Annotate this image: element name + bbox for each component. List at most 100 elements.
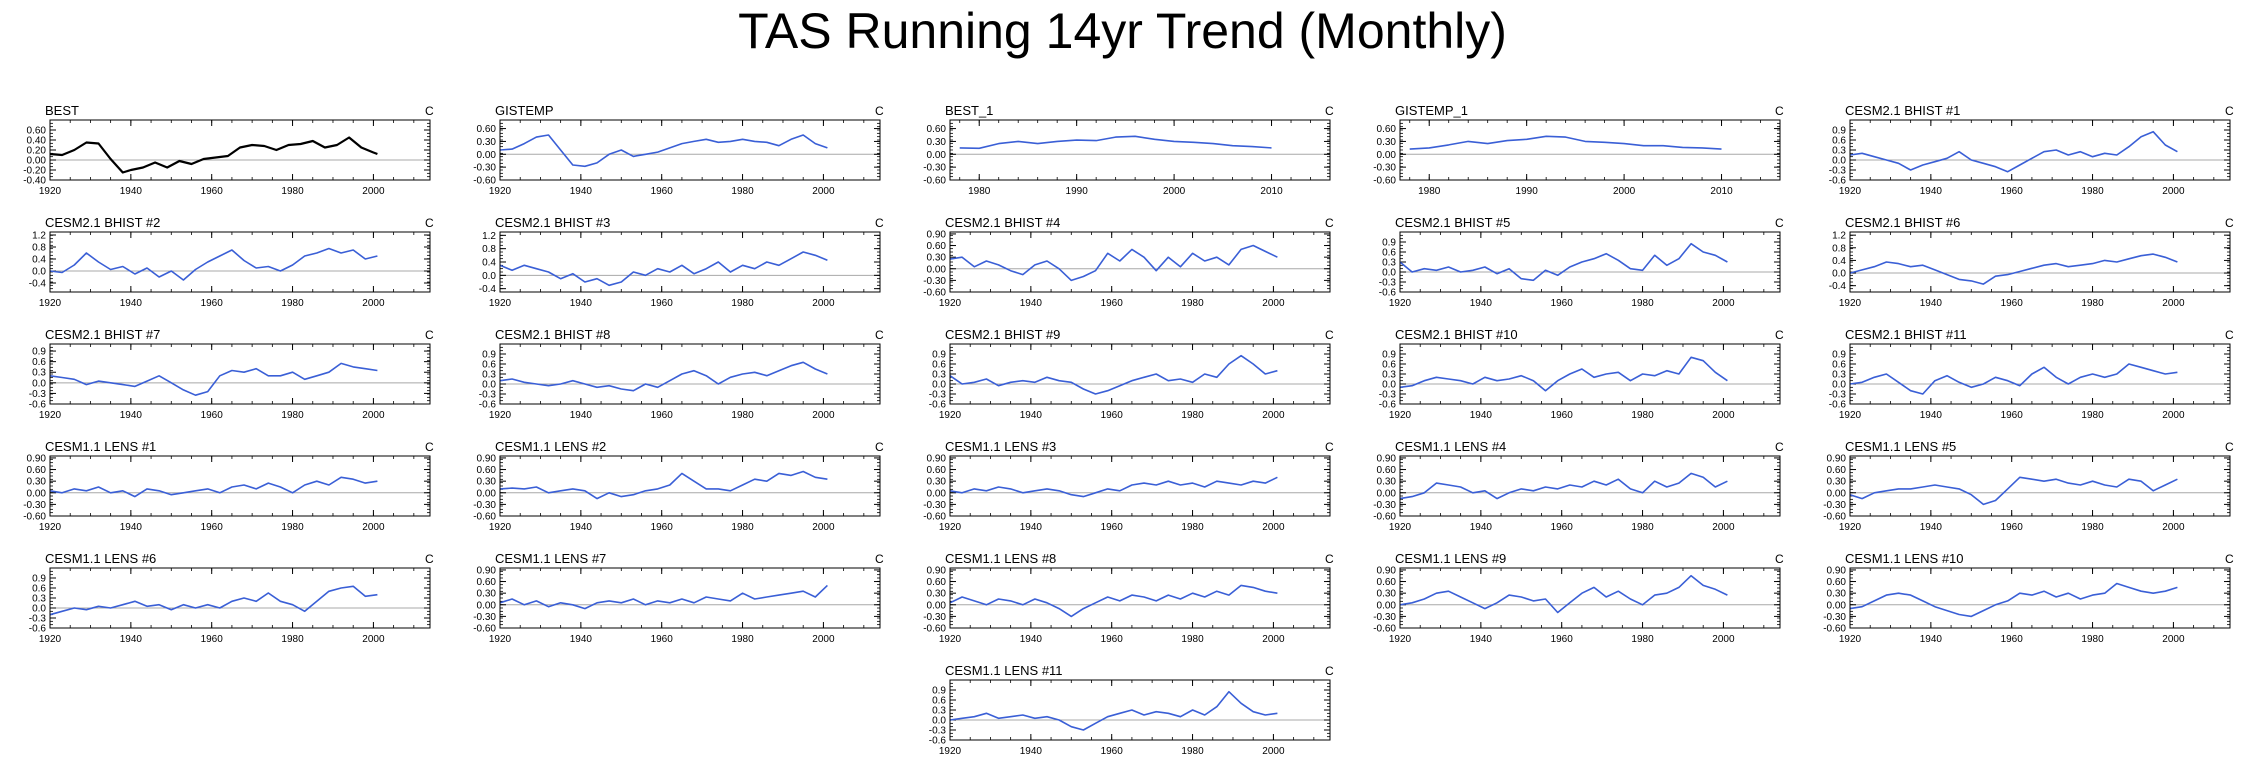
panel-title: CESM2.1 BHIST #5 bbox=[1395, 215, 1510, 230]
y-tick-label: 0.30 bbox=[927, 477, 947, 488]
series-line bbox=[1399, 574, 1728, 614]
x-tick-label: 2000 bbox=[1262, 634, 1285, 645]
panel-title: CESM1.1 LENS #9 bbox=[1395, 551, 1506, 566]
y-tick-label: -0.3 bbox=[1829, 166, 1847, 177]
y-tick-label: 0.00 bbox=[1827, 600, 1847, 611]
x-tick-label: 1960 bbox=[1101, 410, 1124, 421]
panel-units: C bbox=[875, 216, 884, 230]
x-tick-label: 1960 bbox=[1101, 746, 1124, 757]
y-tick-label: 0.90 bbox=[477, 453, 497, 464]
y-tick-label: -0.6 bbox=[479, 400, 497, 411]
y-tick-label: 0.0 bbox=[32, 378, 46, 389]
x-tick-label: 1940 bbox=[120, 298, 143, 309]
x-tick-label: 2000 bbox=[2162, 298, 2185, 309]
panel-units: C bbox=[1325, 104, 1334, 118]
x-tick-label: 1940 bbox=[1920, 634, 1943, 645]
panel-title: CESM1.1 LENS #4 bbox=[1395, 439, 1506, 454]
panel-units: C bbox=[1775, 216, 1784, 230]
y-tick-label: 0.3 bbox=[32, 594, 46, 605]
y-tick-label: 0.30 bbox=[27, 477, 47, 488]
x-tick-label: 1940 bbox=[570, 410, 593, 421]
y-tick-label: 0.30 bbox=[1377, 137, 1397, 148]
x-tick-label: 1920 bbox=[1389, 634, 1412, 645]
x-tick-label: 2000 bbox=[2162, 186, 2185, 197]
x-tick-label: 1940 bbox=[120, 634, 143, 645]
panel-title: CESM1.1 LENS #7 bbox=[495, 551, 606, 566]
panel-title: CESM1.1 LENS #11 bbox=[945, 663, 1063, 678]
y-tick-label: 0.20 bbox=[27, 146, 47, 157]
x-tick-label: 1980 bbox=[2081, 634, 2104, 645]
panel-title: CESM2.1 BHIST #6 bbox=[1845, 215, 1960, 230]
panel-units: C bbox=[2225, 216, 2234, 230]
plot-frame bbox=[1399, 455, 1781, 517]
x-tick-label: 2000 bbox=[812, 522, 835, 533]
plot-frame bbox=[1399, 343, 1781, 405]
x-tick-label: 1920 bbox=[39, 522, 62, 533]
x-tick-label: 1960 bbox=[2001, 522, 2024, 533]
x-tick-label: 1980 bbox=[731, 634, 754, 645]
x-tick-label: 1960 bbox=[201, 298, 224, 309]
x-tick-label: 1940 bbox=[1920, 522, 1943, 533]
y-tick-label: -0.6 bbox=[1829, 400, 1847, 411]
x-tick-label: 1960 bbox=[1101, 522, 1124, 533]
x-tick-label: 2000 bbox=[812, 298, 835, 309]
y-tick-label: 0.30 bbox=[1827, 589, 1847, 600]
y-tick-label: 0.9 bbox=[1832, 350, 1846, 361]
panel-title: CESM1.1 LENS #10 bbox=[1845, 551, 1964, 566]
x-tick-label: 1980 bbox=[281, 298, 304, 309]
x-tick-label: 1980 bbox=[1181, 634, 1204, 645]
y-tick-label: 0.90 bbox=[477, 565, 497, 576]
y-tick-label: 0.6 bbox=[1382, 248, 1396, 259]
series-line bbox=[49, 476, 378, 498]
x-tick-label: 1940 bbox=[1020, 298, 1043, 309]
panel-10: CESM2.1 BHIST #6 C -0.40.0 0.4 0.81.2 1920 194… bbox=[1829, 215, 2234, 309]
y-tick-label: -0.60 bbox=[1823, 512, 1846, 523]
y-tick-label: -0.60 bbox=[1373, 512, 1396, 523]
y-tick-label: 0.00 bbox=[1377, 488, 1397, 499]
x-tick-label: 1920 bbox=[1839, 298, 1862, 309]
plot-frame bbox=[1849, 119, 2231, 181]
x-tick-label: 1960 bbox=[2001, 186, 2024, 197]
x-tick-label: 1980 bbox=[1418, 186, 1441, 197]
plot-frame bbox=[949, 119, 1331, 181]
x-tick-label: 1920 bbox=[1839, 634, 1862, 645]
series-line bbox=[949, 354, 1278, 395]
x-tick-label: 1960 bbox=[201, 410, 224, 421]
y-tick-label: 0.00 bbox=[477, 150, 497, 161]
x-tick-label: 2000 bbox=[2162, 410, 2185, 421]
y-tick-label: 0.8 bbox=[482, 244, 496, 255]
panel-units: C bbox=[875, 328, 884, 342]
y-tick-label: -0.60 bbox=[923, 624, 946, 635]
x-tick-label: 2000 bbox=[1712, 410, 1735, 421]
x-tick-label: 1940 bbox=[1020, 410, 1043, 421]
x-tick-label: 1960 bbox=[651, 186, 674, 197]
x-tick-label: 2000 bbox=[362, 186, 385, 197]
x-tick-label: 1980 bbox=[281, 186, 304, 197]
x-tick-label: 1920 bbox=[939, 410, 962, 421]
y-tick-label: -0.60 bbox=[1373, 176, 1396, 187]
x-tick-label: 1920 bbox=[1839, 186, 1862, 197]
x-tick-label: 2000 bbox=[1262, 522, 1285, 533]
panel-20: CESM1.1 LENS #5 C -0.60-0.300.000.300.600.… bbox=[1823, 439, 2234, 533]
panel-units: C bbox=[425, 440, 434, 454]
y-tick-label: -0.30 bbox=[473, 163, 496, 174]
y-tick-label: 0.6 bbox=[932, 696, 946, 707]
y-tick-label: -0.60 bbox=[923, 288, 946, 299]
y-tick-label: 0.30 bbox=[477, 589, 497, 600]
x-tick-label: 2000 bbox=[1712, 522, 1735, 533]
x-tick-label: 1940 bbox=[1920, 186, 1943, 197]
y-tick-label: 0.9 bbox=[1382, 238, 1396, 249]
panel-24: CESM1.1 LENS #9 C -0.60-0.300.000.300.600.… bbox=[1373, 551, 1784, 645]
y-tick-label: 0.00 bbox=[1827, 488, 1847, 499]
y-tick-label: 0.0 bbox=[32, 604, 46, 615]
panel-title: CESM2.1 BHIST #10 bbox=[1395, 327, 1518, 342]
y-tick-label: 0.90 bbox=[1377, 453, 1397, 464]
series-line bbox=[949, 690, 1278, 731]
y-tick-label: 0.6 bbox=[1832, 136, 1846, 147]
series-line bbox=[1849, 363, 2178, 395]
y-tick-label: 0.6 bbox=[932, 360, 946, 371]
plot-frame bbox=[49, 343, 431, 405]
series-line bbox=[1849, 582, 2178, 618]
x-tick-label: 1940 bbox=[1020, 522, 1043, 533]
x-tick-label: 1920 bbox=[1389, 410, 1412, 421]
